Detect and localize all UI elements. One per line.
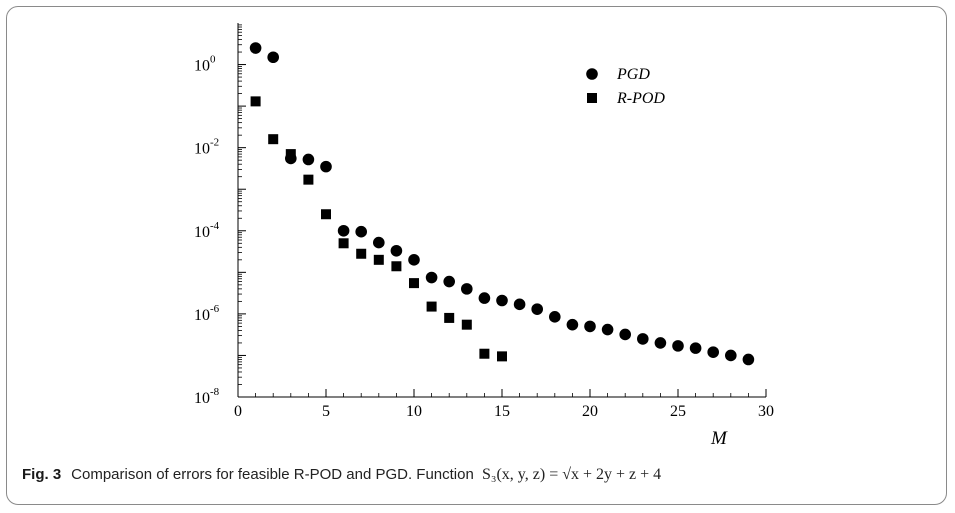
figure-label: Fig. 3 xyxy=(22,466,61,483)
scatter-chart: 100 10-2 10-4 10-6 10-8 0 5 10 15 20 25 30 M PGD R-PO… xyxy=(0,0,955,460)
rpod-point xyxy=(427,302,437,312)
legend-label: PGD xyxy=(616,66,650,83)
pgd-point xyxy=(320,161,332,173)
rpod-point xyxy=(356,249,366,259)
pgd-point xyxy=(531,303,543,315)
x-tick-label: 10 xyxy=(406,403,422,420)
pgd-point xyxy=(619,329,631,341)
data-marks xyxy=(250,42,754,365)
pgd-point xyxy=(602,324,614,336)
rpod-point xyxy=(479,349,489,359)
rpod-point xyxy=(462,320,472,330)
pgd-point xyxy=(303,154,315,166)
pgd-point xyxy=(637,333,649,345)
pgd-point xyxy=(725,350,737,362)
legend-label: R-POD xyxy=(616,90,665,107)
pgd-point xyxy=(567,319,579,331)
pgd-point xyxy=(461,283,473,295)
y-tick-label: 10-6 xyxy=(194,303,220,324)
rpod-point xyxy=(286,149,296,159)
rpod-point xyxy=(409,278,419,288)
pgd-point xyxy=(707,346,719,358)
x-tick-label: 20 xyxy=(582,403,598,420)
pgd-point xyxy=(267,51,279,63)
pgd-point xyxy=(743,354,755,366)
y-tick-label: 10-8 xyxy=(194,386,220,407)
pgd-point xyxy=(391,245,403,257)
pgd-point xyxy=(250,42,262,54)
caption-formula: S₃(x, y, z) = √x + 2y + z + 4 xyxy=(482,466,661,483)
pgd-point xyxy=(373,237,385,249)
pgd-point xyxy=(672,340,684,352)
rpod-point xyxy=(497,351,507,361)
pgd-point xyxy=(408,254,420,266)
pgd-point xyxy=(514,299,526,311)
x-axis-label: M xyxy=(710,428,728,449)
pgd-point xyxy=(479,292,491,304)
rpod-point xyxy=(268,134,278,144)
caption-text: Comparison of errors for feasible R-POD … xyxy=(71,466,478,483)
axes: 100 10-2 10-4 10-6 10-8 0 5 10 15 20 25 30 M xyxy=(194,23,774,449)
x-tick-label: 30 xyxy=(758,403,774,420)
pgd-point xyxy=(549,311,561,323)
x-tick-label: 25 xyxy=(670,403,686,420)
y-tick-label: 10-2 xyxy=(194,137,219,158)
rpod-point xyxy=(391,261,401,271)
rpod-point xyxy=(251,96,261,106)
pgd-point xyxy=(584,321,596,333)
x-tick-label: 0 xyxy=(234,403,242,420)
rpod-point xyxy=(303,175,313,185)
legend-marker-rpod xyxy=(587,93,597,103)
pgd-point xyxy=(443,276,455,288)
rpod-point xyxy=(321,209,331,219)
rpod-point xyxy=(374,255,384,265)
pgd-point xyxy=(355,226,367,238)
y-tick-label: 10-4 xyxy=(194,220,220,241)
pgd-point xyxy=(690,342,702,354)
pgd-point xyxy=(496,295,508,307)
pgd-point xyxy=(426,272,438,284)
legend-marker-pgd xyxy=(586,68,598,80)
legend: PGD R-POD xyxy=(586,66,665,107)
rpod-point xyxy=(444,313,454,323)
x-tick-label: 15 xyxy=(494,403,510,420)
rpod-point xyxy=(339,238,349,248)
pgd-point xyxy=(338,225,350,237)
pgd-point xyxy=(655,337,667,349)
x-tick-label: 5 xyxy=(322,403,330,420)
figure-caption: Fig. 3 Comparison of errors for feasible … xyxy=(22,466,932,484)
y-tick-label: 100 xyxy=(194,54,216,75)
